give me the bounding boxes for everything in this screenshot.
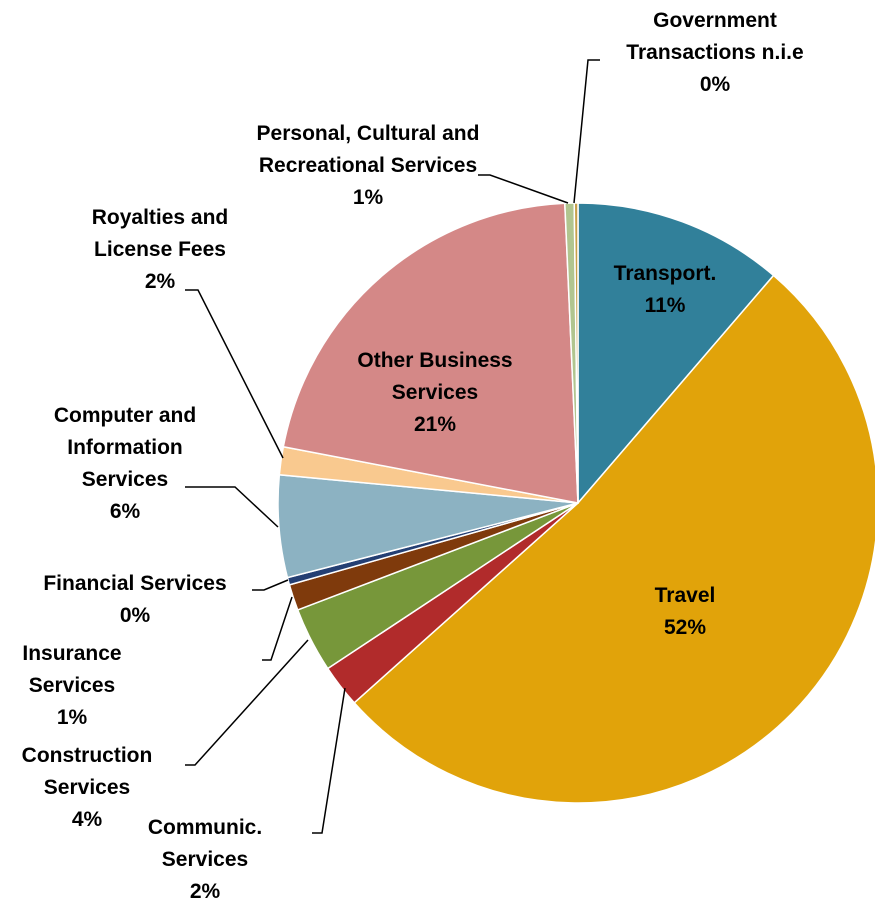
pie-slice — [577, 202, 775, 506]
category-name: Insurance Services — [22, 642, 122, 697]
slice-label: Government Transactions n.i.e 0% — [590, 5, 840, 101]
category-name: Communic. Services — [147, 816, 263, 871]
slice-label: Transport. 11% — [585, 258, 745, 322]
slice-label: Computer and Information Services 6% — [25, 400, 225, 528]
leader-line — [185, 639, 309, 766]
leader-lines — [185, 59, 600, 834]
category-name: Government Transactions n.i.e — [626, 9, 804, 64]
category-name: Construction Services — [21, 744, 153, 799]
leader-line — [573, 59, 600, 204]
slice-label: Travel 52% — [605, 580, 765, 644]
slice-label: Other Business Services 21% — [335, 345, 535, 441]
category-name: Computer and Information Services — [53, 404, 197, 491]
category-name: Royalties and License Fees — [91, 206, 229, 261]
slices — [277, 202, 875, 804]
value-label: 2% — [144, 270, 176, 293]
category-name: Financial Services — [43, 572, 227, 595]
leader-line — [252, 579, 289, 591]
value-label: 52% — [663, 616, 707, 639]
value-label: 4% — [71, 808, 103, 831]
pie-slice — [353, 274, 875, 804]
pie-slice — [573, 202, 579, 504]
slice-label: Personal, Cultural and Recreational Serv… — [248, 118, 488, 214]
leader-line — [312, 687, 346, 834]
category-name: Personal, Cultural and Recreational Serv… — [256, 122, 480, 177]
value-label: 6% — [109, 500, 141, 523]
slice-label: Insurance Services 1% — [2, 638, 142, 734]
value-label: 1% — [56, 706, 88, 729]
pie-slice — [282, 202, 579, 504]
category-name: Other Business Services — [357, 349, 513, 404]
value-label: 21% — [413, 413, 457, 436]
slice-label: Communic. Services 2% — [135, 812, 275, 908]
leader-line — [478, 174, 569, 204]
value-label: 1% — [352, 186, 384, 209]
value-label: 0% — [699, 73, 731, 96]
slice-label: Construction Services 4% — [0, 740, 177, 836]
leader-line — [185, 486, 279, 528]
slice-label: Royalties and License Fees 2% — [65, 202, 255, 298]
category-name: Transport. — [613, 262, 717, 285]
slice-label: Financial Services 0% — [0, 568, 270, 632]
leader-line — [185, 289, 284, 459]
value-label: 0% — [119, 604, 151, 627]
value-label: 2% — [189, 880, 221, 903]
category-name: Travel — [654, 584, 716, 607]
value-label: 11% — [644, 294, 686, 317]
leader-line — [262, 596, 293, 661]
